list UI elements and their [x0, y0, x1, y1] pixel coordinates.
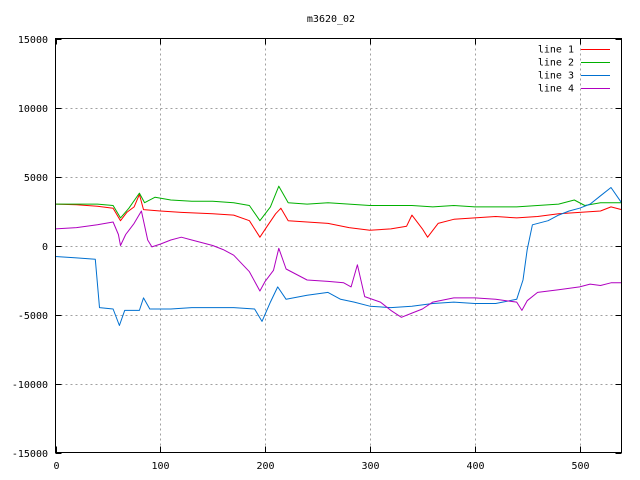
x-axis-ticks: 0 100 200 300 400 500 [53, 38, 590, 472]
chart-title: m3620_02 [307, 14, 355, 25]
x-tick-label: 500 [571, 461, 589, 472]
series-line-4 [55, 210, 622, 318]
legend-label-2: line 2 [538, 58, 574, 69]
y-tick-label: -10000 [12, 380, 48, 391]
x-tick-label: 200 [256, 461, 274, 472]
series-line-2 [55, 185, 622, 222]
y-tick-label: 5000 [24, 173, 48, 184]
series-line-3 [55, 187, 622, 326]
y-tick-label: 0 [42, 242, 48, 253]
x-tick-label: 400 [466, 461, 484, 472]
legend-label-3: line 3 [538, 71, 574, 82]
series-line-1 [55, 193, 622, 238]
y-tick-label: -15000 [12, 449, 48, 460]
plot-frame [55, 38, 622, 453]
grid [55, 38, 622, 453]
y-tick-label: 10000 [18, 104, 48, 115]
x-tick-label: 300 [361, 461, 379, 472]
y-tick-label: -5000 [18, 311, 48, 322]
y-tick-label: 15000 [18, 35, 48, 46]
x-tick-label: 100 [151, 461, 169, 472]
legend-label-1: line 1 [538, 45, 574, 56]
legend-label-4: line 4 [538, 84, 574, 95]
series-group [55, 185, 622, 326]
y-axis-ticks: -15000 -10000 -5000 0 5000 10000 15000 [12, 35, 622, 460]
legend: line 1 line 2 line 3 line 4 [538, 45, 610, 95]
x-tick-label: 0 [53, 461, 59, 472]
